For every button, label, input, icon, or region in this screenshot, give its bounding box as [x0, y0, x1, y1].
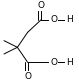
Text: O: O [24, 72, 31, 81]
Text: H: H [66, 58, 73, 67]
Text: O: O [38, 1, 45, 10]
Text: O: O [50, 58, 57, 67]
Text: H: H [66, 15, 73, 24]
Text: O: O [50, 15, 57, 24]
